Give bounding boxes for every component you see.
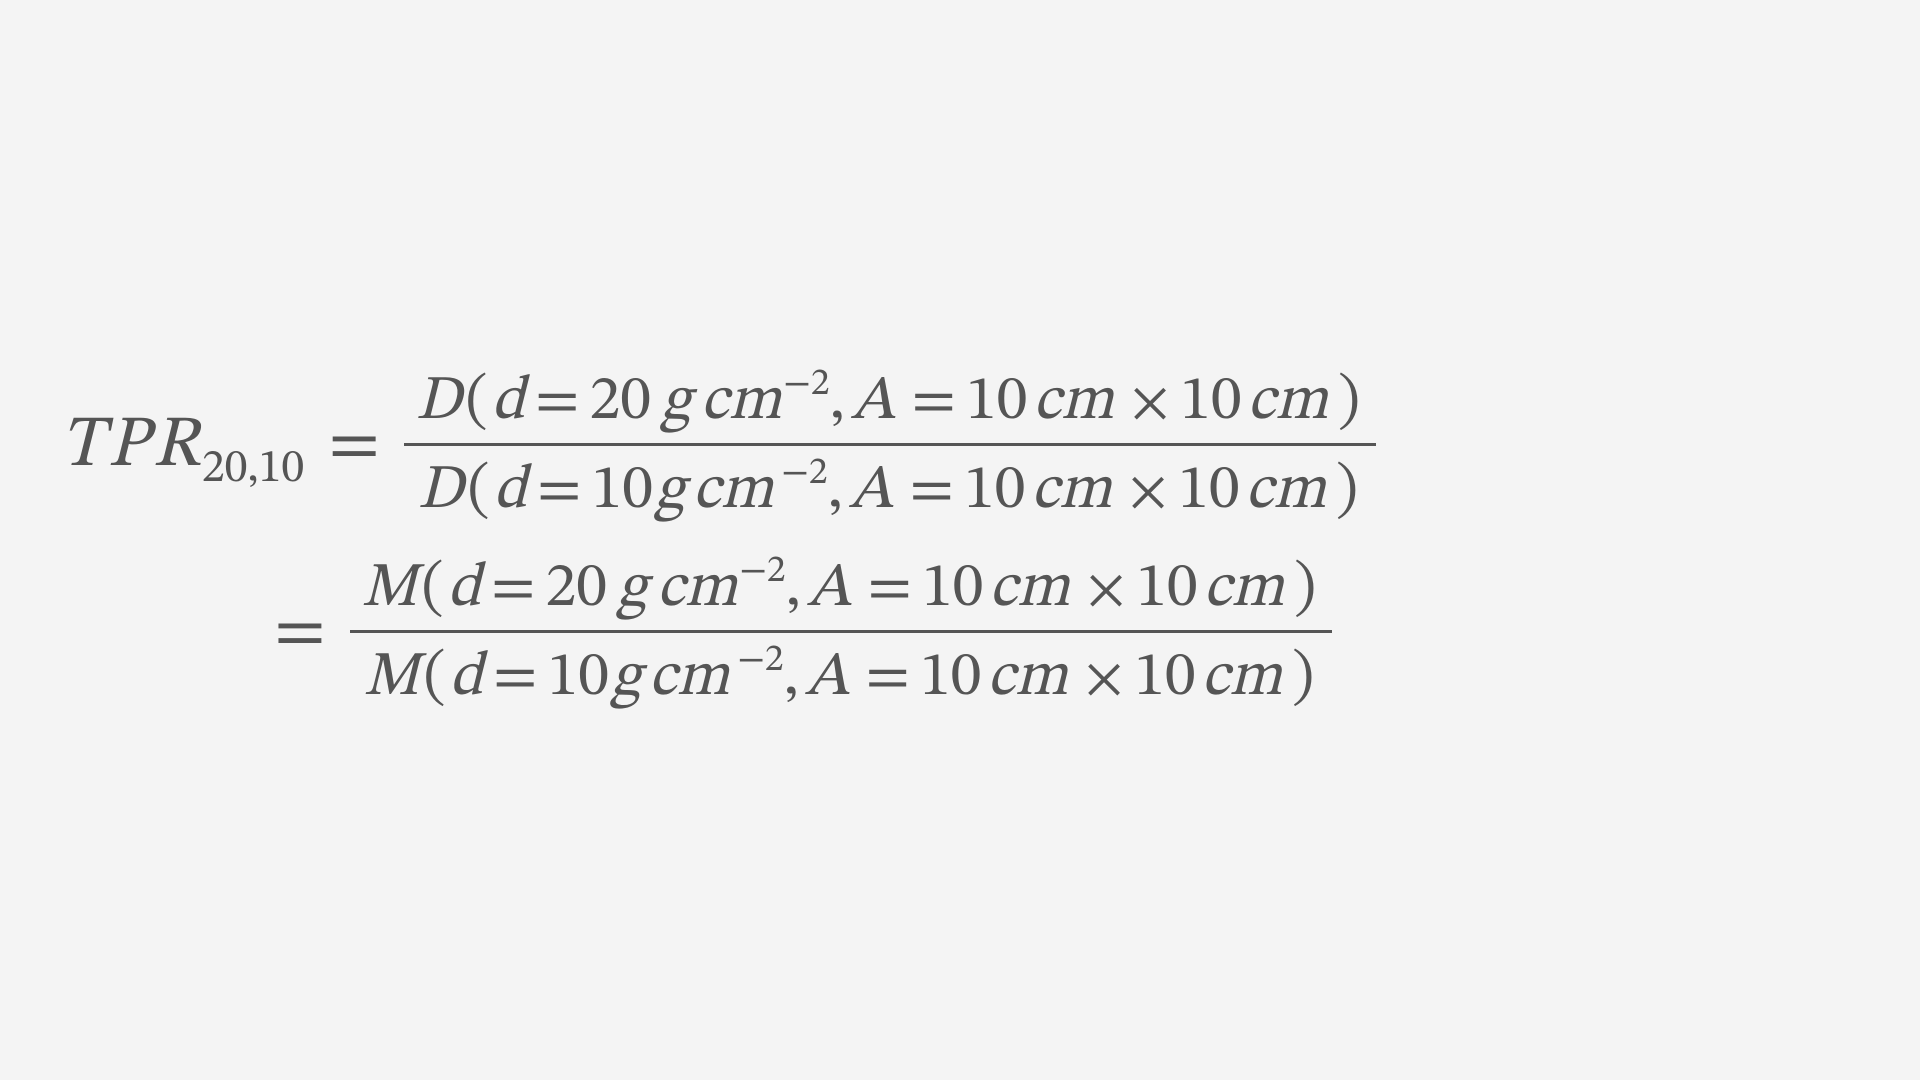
num1-d: d — [491, 371, 524, 433]
den1-cm3: cm — [1246, 460, 1326, 522]
den2-eq1: = — [493, 647, 538, 709]
num1-sup: −2 — [783, 366, 829, 404]
den1-10b: 10 — [1178, 460, 1239, 522]
equals-sign-1: = — [328, 411, 380, 483]
den1-10a: 10 — [964, 460, 1025, 522]
den2-cm3: cm — [1202, 647, 1282, 709]
num1-eq1: = — [535, 371, 580, 433]
num2-10b: 10 — [1136, 558, 1197, 620]
fraction-d: D ( d = 20 g cm −2 , A = 10 cm × 10 cm )… — [404, 371, 1376, 522]
den1-eq2: = — [909, 460, 954, 522]
num2-sup: −2 — [739, 553, 785, 591]
den2-val10: 10 — [548, 647, 609, 709]
den2-close: ) — [1292, 647, 1314, 709]
equation-row-2: = M ( d = 20 g cm −2 , A = 10 cm × 10 cm… — [60, 558, 1332, 709]
num1-mult: × — [1130, 376, 1170, 432]
num2-A: A — [807, 558, 852, 620]
equation-canvas: TPR 20,10 = D ( d = 20 g cm −2 , A = 10 … — [0, 0, 1920, 1080]
num1-comma: , — [830, 371, 845, 433]
den2-sup: −2 — [737, 642, 783, 680]
lhs-subscript: 20,10 — [202, 446, 304, 492]
num2-close: ) — [1294, 558, 1316, 620]
lhs-symbol: TPR — [60, 411, 204, 483]
equation-row-1: TPR 20,10 = D ( d = 20 g cm −2 , A = 10 … — [60, 371, 1376, 522]
num1-close: ) — [1338, 371, 1360, 433]
num1-A: A — [851, 371, 896, 433]
fraction-d-numerator: D ( d = 20 g cm −2 , A = 10 cm × 10 cm ) — [404, 371, 1376, 437]
num1-10b: 10 — [1180, 371, 1241, 433]
den1-comma: , — [828, 460, 843, 522]
num1-eq2: = — [911, 371, 956, 433]
fraction-m-denominator: M ( d = 10 g cm −2 , A = 10 cm × 10 cm ) — [352, 639, 1330, 709]
lhs-tpr: TPR 20,10 — [60, 411, 304, 483]
num2-mult: × — [1086, 563, 1126, 619]
num2-comma: , — [786, 558, 801, 620]
equals-sign-2: = — [274, 598, 326, 670]
den2-10b: 10 — [1134, 647, 1195, 709]
num2-cm: cm — [657, 558, 737, 620]
num1-g: g — [661, 371, 691, 433]
den2-mult: × — [1084, 652, 1124, 708]
den1-close: ) — [1336, 460, 1358, 522]
num2-val20: 20 — [546, 558, 607, 620]
den1-sup: −2 — [781, 455, 827, 493]
den2-10a: 10 — [920, 647, 981, 709]
num2-func: M — [362, 558, 418, 620]
den2-d: d — [449, 647, 482, 709]
den1-cm2: cm — [1031, 460, 1111, 522]
num2-eq1: = — [491, 558, 536, 620]
den2-open: ( — [423, 647, 445, 709]
num2-10a: 10 — [922, 558, 983, 620]
num1-val20: 20 — [590, 371, 651, 433]
num2-cm2: cm — [989, 558, 1069, 620]
num2-eq2: = — [867, 558, 912, 620]
fraction-d-bar — [404, 443, 1376, 446]
den2-func: M — [364, 647, 420, 709]
num1-10a: 10 — [966, 371, 1027, 433]
num1-cm3: cm — [1248, 371, 1328, 433]
den2-eq2: = — [865, 647, 910, 709]
den1-func: D — [418, 460, 463, 522]
den1-eq1: = — [537, 460, 582, 522]
fraction-m: M ( d = 20 g cm −2 , A = 10 cm × 10 cm )… — [350, 558, 1332, 709]
num1-cm: cm — [701, 371, 781, 433]
den1-mult: × — [1128, 465, 1168, 521]
num2-g: g — [617, 558, 647, 620]
den2-cm2: cm — [987, 647, 1067, 709]
fraction-m-numerator: M ( d = 20 g cm −2 , A = 10 cm × 10 cm ) — [350, 558, 1332, 624]
fraction-m-bar — [350, 630, 1332, 633]
num2-cm3: cm — [1204, 558, 1284, 620]
den1-val10: 10 — [592, 460, 653, 522]
den2-g: g — [611, 647, 641, 709]
fraction-d-denominator: D ( d = 10 g cm −2 , A = 10 cm × 10 cm ) — [406, 452, 1374, 522]
den1-cm: cm — [693, 460, 773, 522]
num1-func: D — [416, 371, 461, 433]
den1-open: ( — [467, 460, 489, 522]
den2-comma: , — [784, 647, 799, 709]
num2-d: d — [447, 558, 480, 620]
num1-cm2: cm — [1033, 371, 1113, 433]
num1-open: ( — [465, 371, 487, 433]
den1-g: g — [655, 460, 685, 522]
den2-cm: cm — [649, 647, 729, 709]
num2-open: ( — [421, 558, 443, 620]
den1-A: A — [849, 460, 894, 522]
den1-d: d — [493, 460, 526, 522]
den2-A: A — [805, 647, 850, 709]
